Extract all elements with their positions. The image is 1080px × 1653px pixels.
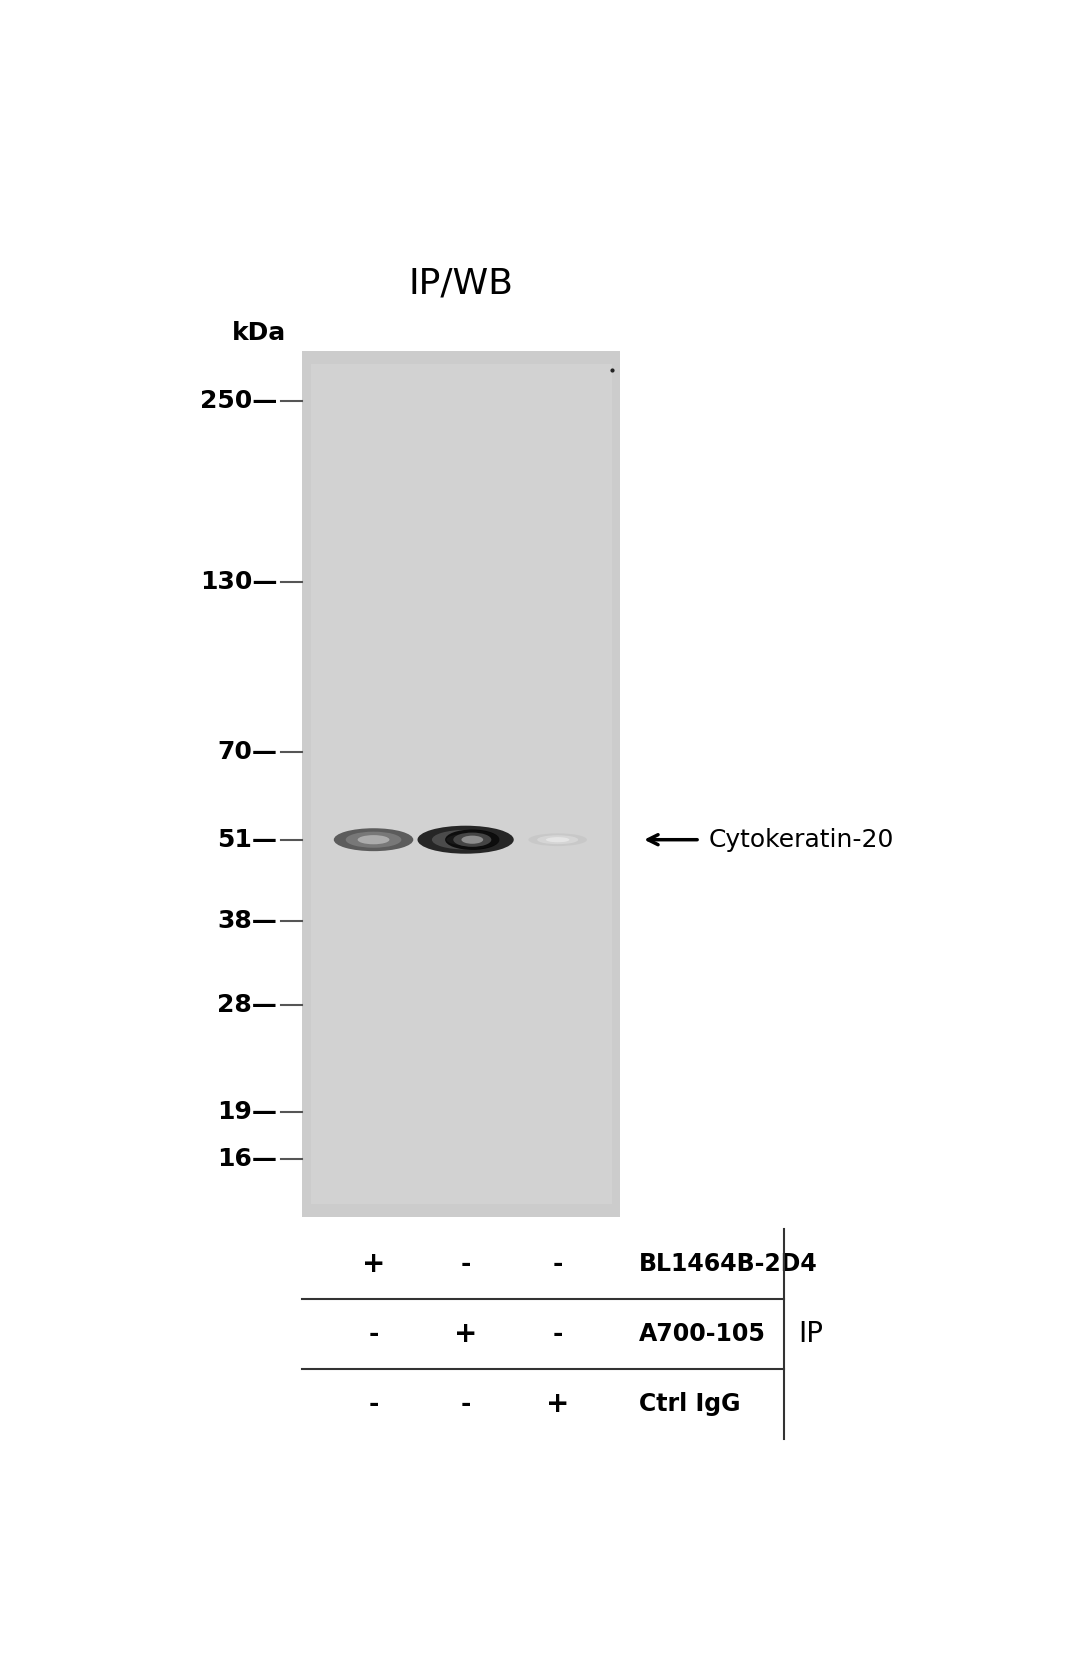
Text: 19—: 19— xyxy=(217,1099,278,1124)
Ellipse shape xyxy=(432,830,499,850)
Ellipse shape xyxy=(546,836,569,843)
Ellipse shape xyxy=(528,833,588,846)
Text: 130—: 130— xyxy=(200,570,278,593)
Text: -: - xyxy=(553,1322,563,1346)
Text: 28—: 28— xyxy=(217,993,278,1017)
Text: BL1464B-2D4: BL1464B-2D4 xyxy=(639,1253,818,1276)
Ellipse shape xyxy=(446,835,485,845)
Text: +: + xyxy=(546,1390,569,1418)
Text: -: - xyxy=(460,1253,471,1276)
Ellipse shape xyxy=(357,835,390,845)
Ellipse shape xyxy=(537,835,578,845)
Text: 70—: 70— xyxy=(217,741,278,764)
Text: 16—: 16— xyxy=(217,1147,278,1172)
Ellipse shape xyxy=(461,836,483,843)
Text: IP: IP xyxy=(799,1321,824,1349)
Text: kDa: kDa xyxy=(231,321,285,345)
Text: +: + xyxy=(362,1250,386,1278)
Text: Cytokeratin-20: Cytokeratin-20 xyxy=(708,828,894,851)
Text: 38—: 38— xyxy=(217,909,278,932)
Bar xyxy=(302,350,620,1217)
Ellipse shape xyxy=(334,828,414,851)
Text: 51—: 51— xyxy=(217,828,278,851)
Text: Ctrl IgG: Ctrl IgG xyxy=(639,1392,741,1417)
Text: 250—: 250— xyxy=(200,390,278,413)
Ellipse shape xyxy=(454,833,491,846)
Ellipse shape xyxy=(445,830,500,850)
Text: +: + xyxy=(454,1321,477,1349)
Text: A700-105: A700-105 xyxy=(639,1322,766,1346)
Text: -: - xyxy=(460,1392,471,1417)
Ellipse shape xyxy=(418,826,514,853)
Bar xyxy=(311,364,612,1203)
Ellipse shape xyxy=(346,831,402,848)
Text: IP/WB: IP/WB xyxy=(409,266,514,301)
Text: -: - xyxy=(368,1392,379,1417)
Text: -: - xyxy=(368,1322,379,1346)
Text: -: - xyxy=(553,1253,563,1276)
